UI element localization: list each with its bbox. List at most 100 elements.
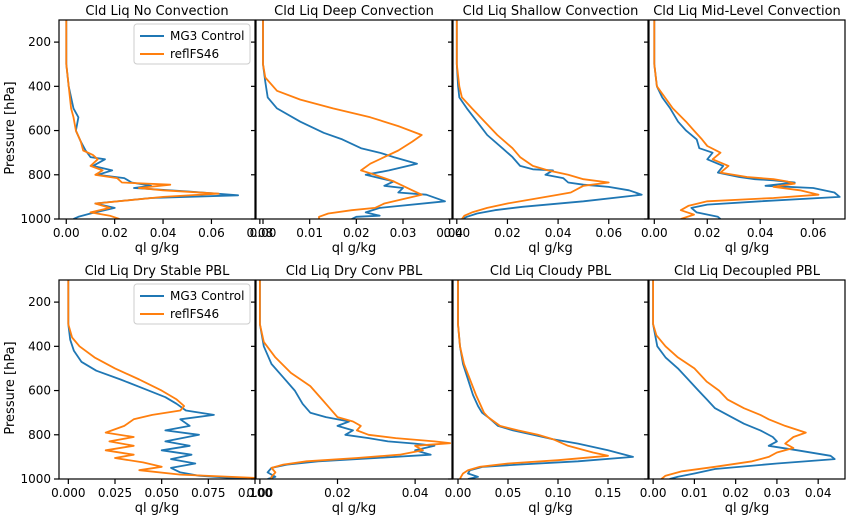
x-tick-label: 0.03 — [390, 226, 417, 240]
x-tick-label: 0.00 — [641, 226, 668, 240]
series-line-reflfs46 — [455, 20, 610, 219]
series-line-mg3-control — [67, 280, 248, 479]
x-tick-label: 0.04 — [747, 226, 774, 240]
x-axis-label: ql g/kg — [332, 241, 376, 256]
series-line-mg3-control — [652, 280, 836, 479]
subplot-1: Cld Liq No Convection 0.00 0.02 0.04 0.06 0.0… — [20, 4, 273, 256]
subplot-4: Cld Liq Mid-Level Convection 0.00 0.02 0.04… — [641, 4, 846, 256]
x-tick-label: 0.00 — [250, 226, 277, 240]
series-line-mg3-control — [259, 280, 436, 479]
series-line-mg3-control — [457, 280, 634, 479]
y-tick-label: 600 — [28, 384, 51, 398]
series-line-mg3-control — [653, 20, 841, 219]
series-line-reflfs46 — [653, 20, 820, 219]
series-line-reflfs46 — [65, 20, 220, 219]
x-tick-label: 0.08 — [246, 226, 273, 240]
panels: Cld Liq No Convection 0.00 0.02 0.04 0.06 0.0… — [20, 4, 846, 516]
x-tick-label: 0.01 — [681, 486, 708, 500]
x-axis-label: ql g/kg — [725, 241, 769, 256]
series-line-reflfs46 — [67, 280, 255, 479]
legend-entry: MG3 Control — [170, 29, 244, 43]
x-tick-label: 0.075 — [191, 486, 225, 500]
x-tick-label: 0.000 — [51, 486, 85, 500]
x-tick-label: 0.025 — [98, 486, 132, 500]
x-tick-label: 0.01 — [296, 226, 323, 240]
plot-frame — [255, 279, 453, 480]
x-tick-label: 0.06 — [198, 226, 225, 240]
x-tick-label: 0.050 — [144, 486, 178, 500]
x-tick-label: 0.04 — [150, 226, 177, 240]
plot-frame — [58, 19, 256, 220]
subplot-3: Cld Liq Shallow Convection 0.00 0.02 0.04 0.… — [443, 4, 649, 256]
y-tick-label: 800 — [28, 428, 51, 442]
x-axis-label: ql g/kg — [332, 501, 376, 516]
legend: MG3 Control reflFS46 — [133, 283, 251, 325]
y-axis-label: Pressure [hPa] — [3, 81, 18, 174]
x-axis-label: ql g/kg — [725, 501, 769, 516]
subplot-2: Cld Liq Deep Convection 0.00 0.01 0.02 0.03 0… — [250, 4, 463, 256]
plot-frame — [255, 19, 453, 220]
subplot-title: Cld Liq Decoupled PBL — [674, 264, 821, 279]
legend-entry: reflFS46 — [170, 47, 219, 61]
x-tick-label: 0.00 — [53, 226, 80, 240]
y-tick-label: 1000 — [20, 212, 51, 226]
plot-frame — [648, 279, 846, 480]
y-tick-label: 1000 — [20, 472, 51, 486]
x-axis-label: ql g/kg — [135, 501, 179, 516]
x-tick-label: 0.04 — [436, 226, 463, 240]
x-tick-label: 0.04 — [805, 486, 832, 500]
y-axis-label: Pressure [hPa] — [3, 341, 18, 434]
subplot-title: Cld Liq Dry Conv PBL — [286, 264, 423, 279]
series-line-reflfs46 — [652, 280, 807, 479]
x-tick-label: 0.10 — [545, 486, 572, 500]
x-tick-label: 0.06 — [595, 226, 622, 240]
subplot-7: Cld Liq Cloudy PBL 0.00 0.05 0.10 0.15 ql g/k… — [445, 264, 649, 516]
subplot-6: Cld Liq Dry Conv PBL 0.00 0.02 0.04 ql g/kg — [247, 264, 453, 516]
y-tick-label: 400 — [28, 339, 51, 353]
x-tick-label: 0.04 — [402, 486, 429, 500]
x-tick-label: 0.02 — [722, 486, 749, 500]
x-tick-label: 0.00 — [640, 486, 667, 500]
legend: MG3 Control reflFS46 — [133, 23, 251, 65]
x-axis-label: ql g/kg — [135, 241, 179, 256]
x-tick-label: 0.15 — [595, 486, 622, 500]
x-axis-label: ql g/kg — [528, 241, 572, 256]
x-tick-label: 0.00 — [247, 486, 274, 500]
series-line-reflfs46 — [262, 20, 423, 219]
subplot-title: Cld Liq No Convection — [85, 4, 228, 19]
series-line-reflfs46 — [457, 280, 609, 479]
x-axis-label: ql g/kg — [528, 501, 572, 516]
x-tick-label: 0.04 — [545, 226, 572, 240]
subplot-title: Cld Liq Dry Stable PBL — [85, 264, 231, 279]
subplot-title: Cld Liq Shallow Convection — [463, 4, 639, 19]
x-tick-label: 0.02 — [101, 226, 128, 240]
y-tick-label: 200 — [28, 35, 51, 49]
series-line-mg3-control — [455, 20, 643, 219]
subplot-title: Cld Liq Mid-Level Convection — [653, 4, 841, 19]
x-tick-label: 0.02 — [343, 226, 370, 240]
x-tick-label: 0.02 — [494, 226, 521, 240]
series-line-reflfs46 — [259, 280, 451, 479]
x-tick-label: 0.02 — [324, 486, 351, 500]
x-tick-label: 0.05 — [495, 486, 522, 500]
y-tick-label: 400 — [28, 79, 51, 93]
x-tick-label: 0.00 — [443, 226, 470, 240]
plot-frame — [452, 19, 649, 220]
y-tick-label: 800 — [28, 168, 51, 182]
subplot-8: Cld Liq Decoupled PBL 0.00 0.01 0.02 0.03 0.0… — [640, 264, 846, 516]
x-tick-label: 0.03 — [764, 486, 791, 500]
plot-frame — [452, 279, 649, 480]
plot-frame — [58, 279, 256, 480]
x-tick-label: 0.100 — [238, 486, 272, 500]
subplot-title: Cld Liq Deep Convection — [274, 4, 434, 19]
y-tick-label: 600 — [28, 124, 51, 138]
subplot-title: Cld Liq Cloudy PBL — [490, 264, 612, 279]
subplot-5: Cld Liq Dry Stable PBL 0.000 0.025 0.050 0.0… — [20, 264, 272, 516]
plot-frame — [648, 19, 846, 220]
x-tick-label: 0.00 — [445, 486, 472, 500]
legend-entry: MG3 Control — [170, 289, 244, 303]
x-tick-label: 0.02 — [694, 226, 721, 240]
legend-entry: reflFS46 — [170, 307, 219, 321]
x-tick-label: 0.06 — [800, 226, 827, 240]
